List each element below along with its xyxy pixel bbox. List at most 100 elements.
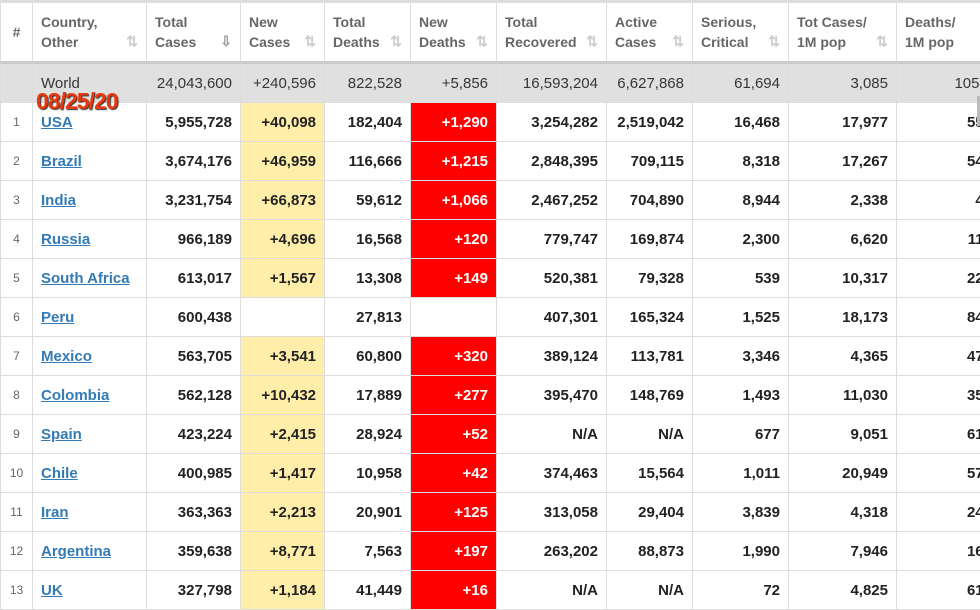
total-cases-cell: 600,438 [146,297,241,337]
sort-icon[interactable]: ⇅ [586,33,598,49]
scrollbar[interactable] [977,96,980,126]
table-row: 9 Spain 423,224 +2,415 28,924 +52 N/A N/A 677 9,0… [0,414,980,454]
serious-cell: 2,300 [692,219,789,259]
total-deaths-cell: 16,568 [324,219,411,259]
total-cases-cell: 400,985 [146,453,241,493]
table-row: 1 USA 5,955,728 +40,098 182,404 +1,290 3,254,2… [0,102,980,142]
deaths-per-1m-cell: 619 [896,414,980,454]
country-link[interactable]: Russia [41,230,91,248]
new-deaths-cell: +277 [410,375,497,415]
row-number: 4 [0,219,33,259]
serious-cell: 1,011 [692,453,789,493]
active-cases-cell: 88,873 [606,531,693,571]
country-cell: Russia [32,219,147,259]
total-cases-cell: 613,017 [146,258,241,298]
column-header[interactable]: Tot Cases/ 1M pop ⇅ [788,2,897,64]
sort-icon[interactable]: ⇅ [876,33,888,49]
active-cases-cell: 79,328 [606,258,693,298]
deaths-per-1m-cell: 548 [896,141,980,181]
sort-icon[interactable]: ⇅ [476,33,488,49]
total-deaths-cell: 822,528 [324,62,411,103]
column-header[interactable]: Country, Other ⇅ [32,2,147,64]
cases-per-1m-cell: 17,267 [788,141,897,181]
new-cases-cell: +1,567 [240,258,325,298]
total-deaths-cell: 41,449 [324,570,411,610]
country-link[interactable]: Colombia [41,386,110,404]
new-cases-cell: +4,696 [240,219,325,259]
cases-per-1m-cell: 6,620 [788,219,897,259]
deaths-per-1m-cell: 551 [896,102,980,142]
column-header[interactable]: New Cases ⇅ [240,2,325,64]
column-header[interactable]: Serious, Critical ⇅ [692,2,789,64]
new-cases-cell: +66,873 [240,180,325,220]
new-deaths-cell: +320 [410,336,497,376]
country-link[interactable]: UK [41,581,63,599]
column-header[interactable]: Deaths/ 1M pop⇅ [896,2,980,64]
column-header[interactable]: Total Cases ⇩ [146,2,241,64]
new-deaths-cell: +52 [410,414,497,454]
row-number: 7 [0,336,33,376]
cases-per-1m-cell: 11,030 [788,375,897,415]
table-row: 10 Chile 400,985 +1,417 10,958 +42 374,463 15,5… [0,453,980,493]
country-link[interactable]: South Africa [41,269,130,287]
new-cases-cell [240,297,325,337]
row-number: 11 [0,492,33,532]
new-cases-cell: +2,213 [240,492,325,532]
header-label: Total Cases [155,14,197,50]
country-link[interactable]: Iran [41,503,69,521]
cases-per-1m-cell: 2,338 [788,180,897,220]
new-deaths-cell: +1,290 [410,102,497,142]
serious-cell: 72 [692,570,789,610]
row-number: 3 [0,180,33,220]
country-link[interactable]: Brazil [41,152,82,170]
sort-icon[interactable]: ⇅ [304,33,316,49]
new-deaths-cell: +1,215 [410,141,497,181]
sort-icon[interactable]: ⇅ [672,33,684,49]
total-recovered-cell: 263,202 [496,531,607,571]
country-link[interactable]: USA [41,113,73,131]
serious-cell: 3,839 [692,492,789,532]
row-number: 9 [0,414,33,454]
country-cell: Peru [32,297,147,337]
serious-cell: 1,493 [692,375,789,415]
total-deaths-cell: 17,889 [324,375,411,415]
deaths-per-1m-cell: 572 [896,453,980,493]
country-link[interactable]: Peru [41,308,75,326]
sort-icon[interactable]: ⇅ [390,33,402,49]
column-header[interactable]: Total Deaths ⇅ [324,2,411,64]
new-cases-cell: +1,184 [240,570,325,610]
column-header[interactable]: Active Cases ⇅ [606,2,693,64]
total-deaths-cell: 7,563 [324,531,411,571]
total-cases-cell: 562,128 [146,375,241,415]
new-deaths-cell: +1,066 [410,180,497,220]
column-header: # [0,2,33,64]
country-link[interactable]: Argentina [41,542,112,560]
column-header[interactable]: Total Recovered ⇅ [496,2,607,64]
country-cell: Colombia [32,375,147,415]
country-link[interactable]: Mexico [41,347,92,365]
country-cell: South Africa [32,258,147,298]
new-cases-cell: +40,098 [240,102,325,142]
active-cases-cell: 165,324 [606,297,693,337]
cases-per-1m-cell: 10,317 [788,258,897,298]
sort-icon[interactable]: ⇅ [768,33,780,49]
active-cases-cell: 15,564 [606,453,693,493]
active-cases-cell: 704,890 [606,180,693,220]
sort-desc-icon[interactable]: ⇩ [220,33,232,49]
country-link[interactable]: Chile [41,464,78,482]
total-cases-cell: 3,231,754 [146,180,241,220]
active-cases-cell: 709,115 [606,141,693,181]
serious-cell: 16,468 [692,102,789,142]
new-deaths-cell: +197 [410,531,497,571]
sort-icon[interactable]: ⇅ [126,33,138,49]
serious-cell: 1,525 [692,297,789,337]
total-deaths-cell: 182,404 [324,102,411,142]
serious-cell: 3,346 [692,336,789,376]
column-header[interactable]: New Deaths ⇅ [410,2,497,64]
table-row: 12 Argentina 359,638 +8,771 7,563 +197 263,202… [0,531,980,571]
active-cases-cell: 2,519,042 [606,102,693,142]
new-cases-cell: +8,771 [240,531,325,571]
deaths-per-1m-cell: 842 [896,297,980,337]
country-link[interactable]: India [41,191,77,209]
country-link[interactable]: Spain [41,425,82,443]
